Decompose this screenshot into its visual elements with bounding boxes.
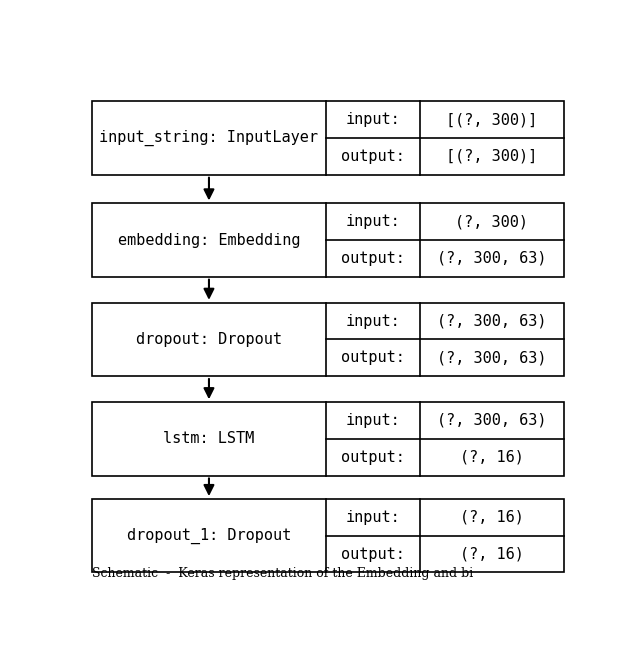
Text: input:: input: bbox=[345, 510, 400, 525]
Text: embedding: Embedding: embedding: Embedding bbox=[118, 232, 300, 248]
Text: (?, 300, 63): (?, 300, 63) bbox=[437, 350, 547, 365]
Text: dropout: Dropout: dropout: Dropout bbox=[136, 332, 282, 347]
Text: output:: output: bbox=[340, 350, 404, 365]
Text: [(?, 300)]: [(?, 300)] bbox=[446, 149, 538, 164]
Text: (?, 300, 63): (?, 300, 63) bbox=[437, 251, 547, 266]
Text: output:: output: bbox=[340, 449, 404, 465]
Text: (?, 300): (?, 300) bbox=[455, 214, 528, 229]
Text: input:: input: bbox=[345, 113, 400, 127]
Text: dropout_1: Dropout: dropout_1: Dropout bbox=[127, 528, 291, 544]
Text: input:: input: bbox=[345, 413, 400, 428]
Text: (?, 16): (?, 16) bbox=[460, 547, 524, 561]
Text: (?, 300, 63): (?, 300, 63) bbox=[437, 413, 547, 428]
Bar bbox=[92, 101, 564, 175]
Bar bbox=[92, 203, 564, 277]
Text: input:: input: bbox=[345, 214, 400, 229]
Bar bbox=[92, 499, 564, 573]
Text: output:: output: bbox=[340, 149, 404, 164]
Text: Schematic  -  Keras representation of the Embedding and bi: Schematic - Keras representation of the … bbox=[92, 567, 474, 580]
Text: input:: input: bbox=[345, 314, 400, 328]
Bar bbox=[92, 303, 564, 376]
Text: (?, 16): (?, 16) bbox=[460, 449, 524, 465]
Text: output:: output: bbox=[340, 251, 404, 266]
Text: lstm: LSTM: lstm: LSTM bbox=[163, 432, 255, 446]
Text: (?, 16): (?, 16) bbox=[460, 510, 524, 525]
Text: (?, 300, 63): (?, 300, 63) bbox=[437, 314, 547, 328]
Text: input_string: InputLayer: input_string: InputLayer bbox=[99, 130, 319, 146]
Text: [(?, 300)]: [(?, 300)] bbox=[446, 113, 538, 127]
Text: output:: output: bbox=[340, 547, 404, 561]
Bar bbox=[92, 402, 564, 475]
